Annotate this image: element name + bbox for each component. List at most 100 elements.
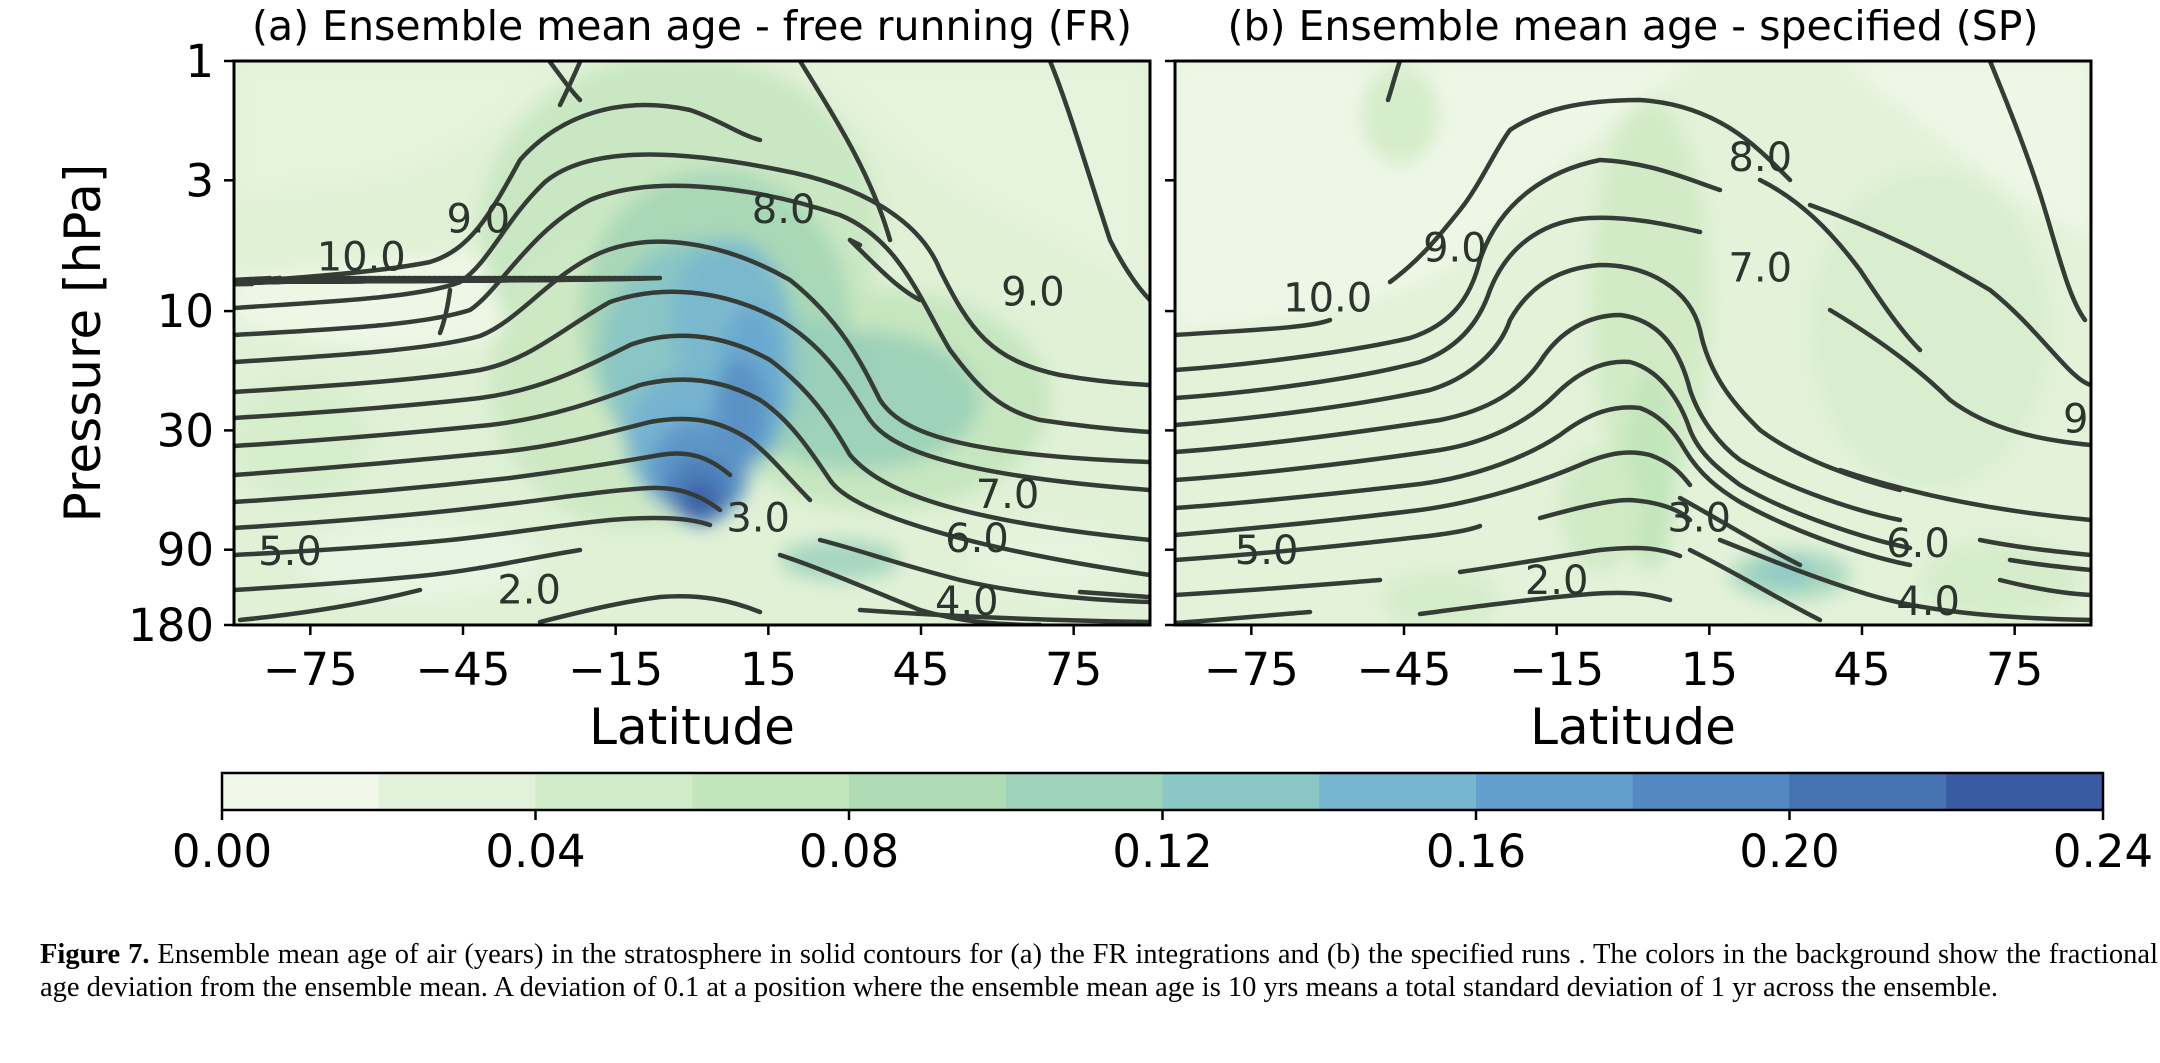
panel-b-xlabel: Latitude — [1530, 698, 1736, 756]
contour-label: 3.0 — [1667, 495, 1731, 541]
colorbar-segment — [1005, 773, 1164, 810]
colorbar-tick-label: 0.00 — [172, 825, 272, 878]
contour-line — [437, 287, 453, 336]
colorbar-segment — [222, 773, 380, 810]
contour-line — [847, 237, 923, 303]
contour-line — [1175, 359, 1913, 551]
x-tick-label: −15 — [1509, 643, 1604, 696]
figure-caption: Figure 7. Ensemble mean age of air (year… — [40, 938, 2158, 1004]
y-tick-label: 90 — [157, 524, 214, 577]
contour-label: 5.0 — [1235, 528, 1299, 574]
contour-label: 10.0 — [317, 234, 406, 280]
contour-label: 9.0 — [1423, 226, 1487, 272]
contour-label: 4.0 — [1896, 579, 1960, 625]
contour-line — [2007, 557, 2091, 573]
caption-label: Figure 7. — [40, 939, 150, 970]
contour-label: 2.0 — [1525, 558, 1589, 604]
axes-layer: −75 −45 −15 15 45 75 1 3 10 30 90 180 −75 −45 −15 15 45 7… — [128, 35, 2043, 696]
panel-a-xlabel: Latitude — [589, 698, 795, 756]
colorbar-tick-label: 0.16 — [1426, 825, 1526, 878]
colorbar-tick-label: 0.12 — [1112, 825, 1212, 878]
x-tick-label: 45 — [892, 643, 949, 696]
contour-label: 9.0 — [1001, 270, 1065, 316]
contour-line — [1175, 312, 1903, 523]
contour-line — [1677, 495, 1803, 568]
panel-a-frame — [232, 59, 1152, 627]
colorbar-segment — [1319, 773, 1477, 810]
contour-line — [1175, 450, 1693, 538]
contour-label: 7.0 — [1728, 245, 1792, 291]
panel-b-shading — [1175, 61, 2091, 625]
contour-line — [234, 451, 733, 505]
panel-a-title: (a) Ensemble mean age - free running (FR… — [252, 2, 1132, 50]
contour-line — [234, 289, 1150, 493]
contour-line — [1175, 215, 1703, 401]
contour-line — [1837, 467, 2091, 523]
contour-line — [1077, 589, 1150, 600]
contour-line — [234, 333, 1150, 543]
contour-line — [234, 152, 1150, 388]
contour-line — [1175, 405, 1913, 568]
contour-label: 3.0 — [726, 495, 790, 541]
y-tick-label: 10 — [157, 285, 214, 338]
y-tick-label: 1 — [185, 35, 214, 88]
y-tick-label: 180 — [128, 599, 214, 652]
contour-line — [1537, 497, 1693, 523]
contour-line — [1687, 547, 1823, 623]
contour-line — [234, 547, 583, 593]
colorbar-segment — [1946, 773, 2104, 810]
contour-line — [234, 239, 1150, 465]
panel-a-contours — [234, 61, 1150, 625]
contour-line — [234, 416, 813, 503]
caption-text: Ensemble mean age of air (years) in the … — [40, 939, 2158, 1003]
x-tick-label: 75 — [1045, 643, 1102, 696]
colorbar-tick-label: 0.24 — [2053, 825, 2153, 878]
contour-line — [1987, 61, 2088, 323]
contour-line — [234, 275, 663, 285]
contour-line — [234, 183, 1150, 435]
contour-line — [1457, 545, 1683, 575]
contour-label: 4.0 — [935, 579, 999, 625]
colorbar-segment — [1162, 773, 1320, 810]
colorbar-tick-label: 0.20 — [1739, 825, 1839, 878]
colorbar-segment — [1476, 773, 1634, 810]
contour-line — [1717, 537, 2091, 623]
contour-line — [234, 377, 1150, 578]
contour-line — [1175, 523, 1483, 563]
x-tick-label: −45 — [1357, 643, 1452, 696]
contour-label: 5.0 — [258, 529, 322, 575]
contour-line — [1175, 317, 1333, 338]
contour-line — [1175, 577, 1383, 598]
contour-label: 9.0 — [446, 197, 510, 243]
contour-line — [1385, 61, 1403, 103]
contour-line — [1175, 157, 1723, 373]
contour-line — [234, 102, 763, 285]
contour-line — [1807, 202, 2091, 388]
contour-line — [1977, 537, 2091, 558]
contour-line — [537, 593, 763, 625]
contour-line — [547, 61, 583, 103]
colorbar-segment — [378, 773, 537, 810]
panel-a-free-running: (a) Ensemble mean age - free running (FR… — [232, 2, 1152, 627]
colorbar-segment — [692, 773, 850, 810]
x-tick-label: −75 — [1204, 643, 1299, 696]
colorbar-segment — [535, 773, 693, 810]
contour-line — [1827, 307, 2091, 448]
x-tick-label: 15 — [740, 643, 797, 696]
figure: (a) Ensemble mean age - free running (FR… — [54, 2, 2153, 878]
contour-line — [234, 515, 713, 558]
y-axis-label: Pressure [hPa] — [54, 164, 112, 523]
panel-a-shading — [234, 61, 1150, 625]
colorbar-segment — [849, 773, 1007, 810]
contour-line — [817, 537, 1150, 605]
contour-line — [857, 607, 1150, 625]
contour-line — [1175, 262, 1903, 493]
panel-b-specified: (b) Ensemble mean age - specified (SP) — [1173, 2, 2093, 627]
contour-line — [557, 61, 583, 108]
contour-line — [234, 485, 723, 531]
contour-line — [237, 587, 423, 623]
contour-label: 2.0 — [497, 568, 561, 614]
x-tick-label: −75 — [263, 643, 358, 696]
contour-line — [1175, 609, 1313, 625]
contour-line — [1757, 177, 1923, 353]
